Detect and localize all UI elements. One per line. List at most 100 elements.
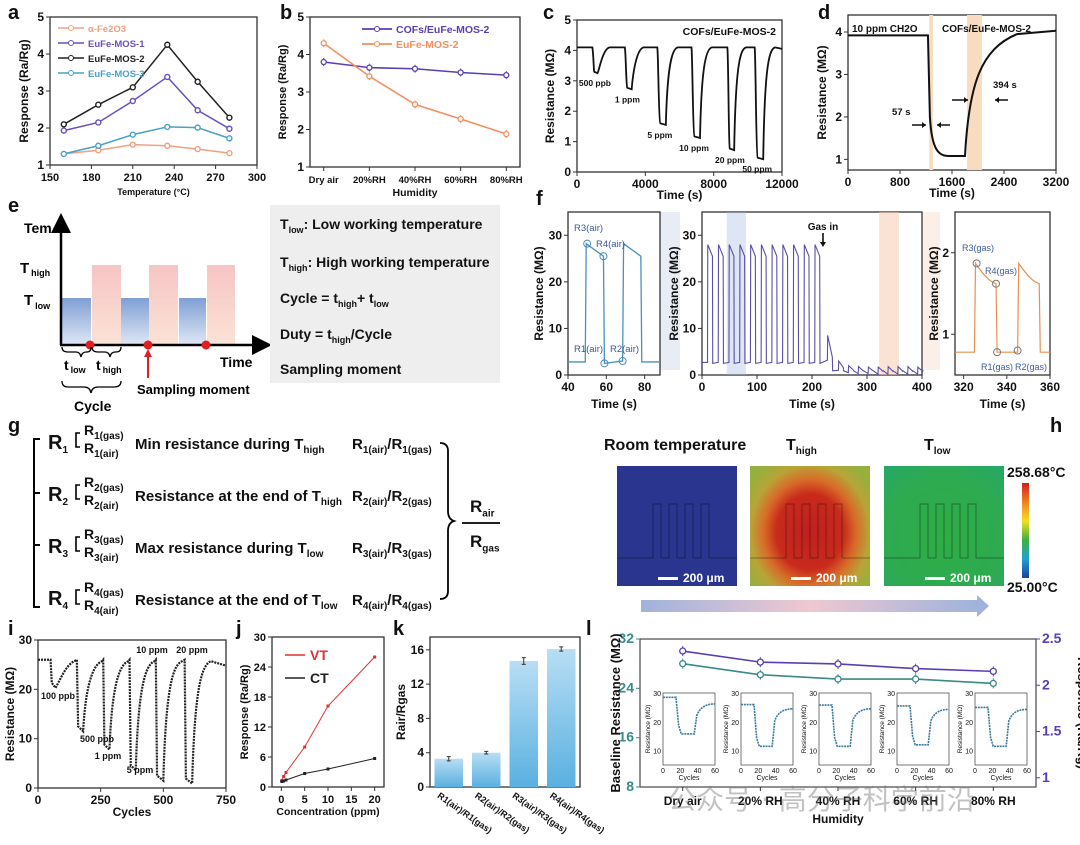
sample-point-marker [599,252,608,261]
sample-point-marker [600,359,609,368]
data-point [284,778,288,782]
g-ratio-3: R3(air)/R3(gas) [352,540,432,560]
resistance-point-label: R2(air) [610,344,639,355]
x-tick-label: 20%RH [353,175,386,186]
data-point [282,775,286,778]
y-axis-label: Resistance (MΩ) [543,49,557,143]
legend-marker [374,26,380,32]
data-point [756,658,765,666]
chart-b: 1 2 3 4 5 Dry air 20%RH 40%RH 60%RH 80%RH Humidity… [277,10,523,199]
x-axis-label: Time (s) [789,397,835,411]
g-r2-gas: R2(gas) [84,474,124,494]
thigh-brace [91,346,122,358]
heatmap-room-temperature [617,466,737,586]
g-fraction-denominator: Rgas [470,532,500,555]
recovery-time-label: 394 s [993,80,1017,91]
data-point [226,135,233,142]
inset-x-tick-label: 0 [895,768,899,775]
zoom-connector-right [923,212,940,370]
scale-bar-room: 200 μm [658,571,724,585]
progression-arrow [641,600,977,612]
inset-x-tick-label: 0 [973,768,977,775]
resistance-trace [848,29,1057,157]
inset-x-label: Cycles [678,775,700,782]
y-tick-label: 1 [37,158,44,172]
x-tick-label: 0 [574,177,581,191]
y-tick-label: 16 [618,729,634,745]
y-axis-label: Response (Ra/Rg) [17,39,31,142]
data-point [284,771,288,774]
sampling-dot [143,340,153,350]
bar [472,752,501,787]
plot-frame [847,14,1057,171]
panel-label-f: f [536,188,543,210]
x-tick-label: 20 [369,794,381,806]
inset-y-tick-label: 30 [887,691,895,698]
x-tick-label: 100 [747,380,767,394]
g-r3-air: R3(air) [84,544,119,564]
y-tick-label: 20 [19,682,33,696]
concentration-label: 500 ppb [80,734,115,744]
legend-label: COFs/EuFe-MOS-2 [396,24,490,36]
resistance-trace [577,46,783,161]
panel-label-d: d [818,2,831,24]
legend-marker [68,70,74,76]
inset-x-tick-label: 60 [1023,768,1031,775]
definition-box [270,205,500,383]
sample-point-marker [583,239,592,248]
y-axis-label: Response (Ra/Rg) [239,664,251,759]
progression-arrow-head [977,595,989,617]
resistance-trace-air [568,242,660,365]
series-line-EuFe-MOS-3 [63,126,230,155]
g-r2-air: R2(air) [84,492,119,512]
g-ratio-2: R2(air)/R2(gas) [352,488,432,508]
y-tick-label: 12 [411,677,425,691]
y-tick-label: 0 [260,782,266,794]
y-tick-label: 1 [835,152,842,166]
data-point [226,125,233,132]
chart-k: 0481216Rair/RgasR1(air)/R1(gas)R2(air)/R… [394,636,606,835]
resistance-trace [702,244,924,376]
data-point [834,675,842,683]
x-tick-label: 80 [638,380,652,394]
colorbar-max-label: 258.68°C [1007,464,1066,480]
x-tick-label: 60%RH [444,175,477,186]
data-point [129,131,137,138]
data-point [194,107,201,114]
chart-title: COFs/EuFe-MOS-2 [683,26,777,38]
y-tick-label: 30 [549,228,563,242]
chart-a: 1 2 3 4 5 150 180 210 240 270 300 Temperature (°C) R… [17,10,266,197]
h-title-tlow: Tlow [924,437,951,458]
data-point [373,757,377,760]
y-tick-label: 0 [25,781,32,795]
x-axis-label: Humidity [393,187,438,199]
legend-marker [68,55,74,61]
y-tick-label: 0 [564,165,571,179]
y-axis-label: Response (Ra/Rg) [277,44,289,139]
y-tick-label: 6 [260,752,266,764]
inset-frame [974,692,1028,766]
inset-trace [897,705,950,746]
concentration-label: 5 ppm [647,130,672,140]
inset-x-tick-label: 0 [739,768,743,775]
resistance-point-label: R4(air) [596,239,625,250]
y-tick-label: 1 [564,135,571,149]
x-tick-label: 320 [954,380,974,394]
y-tick-label: 2 [564,104,571,118]
inset-x-label: Cycles [834,775,856,782]
x-tick-label: 10 [322,794,334,806]
panel-label-l: l [586,618,592,640]
data-point [411,101,419,108]
y-tick-label: 20 [549,275,563,289]
scale-bar-tlow: 200 μm [925,571,991,585]
y-tick-label: 20 [683,275,697,289]
y-tick-label: 24 [618,679,634,695]
legend-marker [374,41,380,47]
data-point [226,114,233,121]
inset-y-label: Resistance (MΩ) [957,705,964,754]
concentration-label: 10 ppm [679,143,709,153]
plot-frame [567,211,661,376]
data-point [303,772,307,775]
x-tick-label: Dry air [664,794,702,808]
data-point [679,660,687,668]
